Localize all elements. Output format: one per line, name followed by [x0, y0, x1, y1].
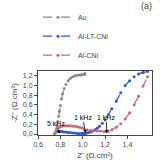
svg-text:0,2: 0,2 — [23, 121, 33, 128]
svg-text:0,8: 0,8 — [55, 141, 65, 148]
svg-text:Al-CNi: Al-CNi — [78, 52, 99, 59]
svg-text:0,0: 0,0 — [23, 130, 33, 137]
svg-text:1,2: 1,2 — [100, 141, 110, 148]
svg-text:0,6: 0,6 — [23, 101, 33, 108]
svg-text:1,0: 1,0 — [23, 82, 33, 89]
svg-text:-Z'' (Ω.cm²): -Z'' (Ω.cm²) — [10, 83, 19, 123]
svg-text:5 kHz: 5 kHz — [47, 120, 65, 127]
svg-text:Al-LT-CNi: Al-LT-CNi — [78, 33, 108, 40]
svg-text:Z' (Ω.cm²): Z' (Ω.cm²) — [77, 151, 113, 160]
svg-text:1 kHz: 1 kHz — [97, 114, 115, 121]
svg-text:0,8: 0,8 — [23, 92, 33, 99]
svg-text:(a): (a) — [141, 1, 152, 11]
svg-text:1,2: 1,2 — [23, 72, 33, 79]
svg-text:Au: Au — [78, 14, 87, 21]
svg-text:1 kHz: 1 kHz — [74, 114, 92, 121]
svg-text:0,6: 0,6 — [33, 141, 43, 148]
svg-text:0,4: 0,4 — [23, 111, 33, 118]
svg-text:1,0: 1,0 — [78, 141, 88, 148]
svg-text:1,4: 1,4 — [123, 141, 133, 148]
